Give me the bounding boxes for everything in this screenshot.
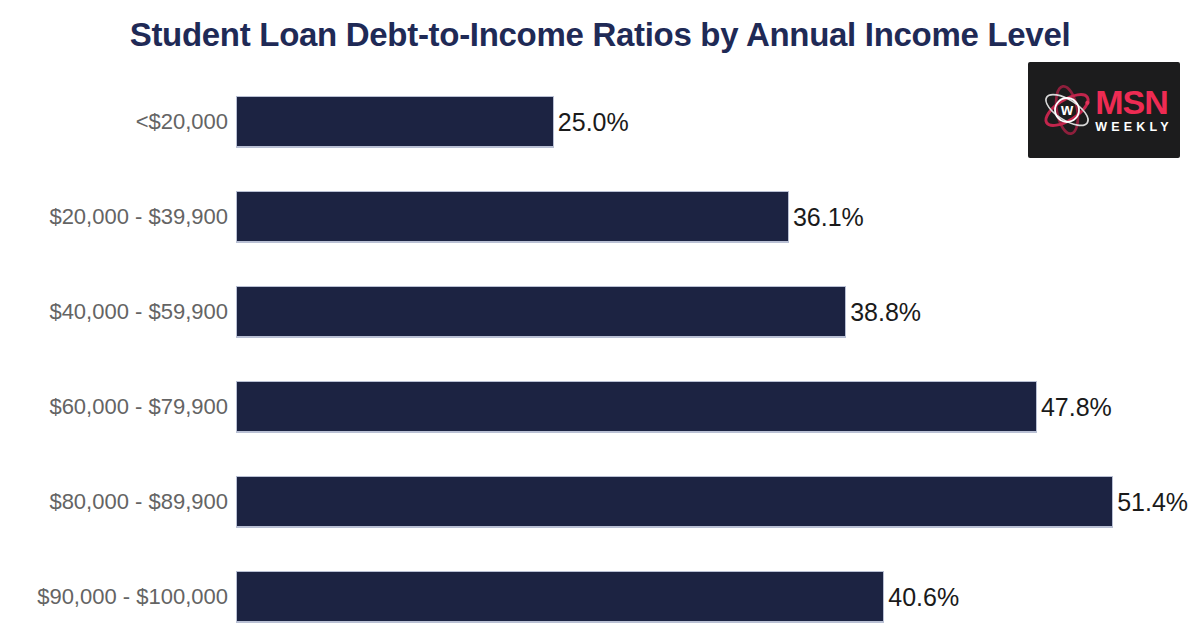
bar-track: 25.0% <box>236 96 1200 148</box>
category-label: $60,000 - $79,900 <box>0 394 228 420</box>
bar-row: $20,000 - $39,900 36.1% <box>0 191 1200 243</box>
bar-row: $40,000 - $59,900 38.8% <box>0 286 1200 338</box>
bar <box>236 96 554 148</box>
chart-card: Student Loan Debt-to-Income Ratios by An… <box>0 0 1200 630</box>
bar-row: $60,000 - $79,900 47.8% <box>0 381 1200 433</box>
bar-chart: <$20,000 25.0% $20,000 - $39,900 36.1% $… <box>0 96 1200 623</box>
bar <box>236 571 884 623</box>
category-label: $40,000 - $59,900 <box>0 299 228 325</box>
category-label: $80,000 - $89,900 <box>0 489 228 515</box>
bar <box>236 191 789 243</box>
bar-track: 38.8% <box>236 286 1200 338</box>
bar <box>236 286 846 338</box>
bar <box>236 381 1037 433</box>
bar <box>236 476 1113 528</box>
bar-track: 36.1% <box>236 191 1200 243</box>
bar-track: 40.6% <box>236 571 1200 623</box>
bar-row: <$20,000 25.0% <box>0 96 1200 148</box>
category-label: $90,000 - $100,000 <box>0 584 228 610</box>
chart-title: Student Loan Debt-to-Income Ratios by An… <box>0 16 1200 54</box>
value-label: 25.0% <box>558 108 629 137</box>
category-label: $20,000 - $39,900 <box>0 204 228 230</box>
value-label: 51.4% <box>1117 488 1188 517</box>
value-label: 40.6% <box>888 583 959 612</box>
value-label: 36.1% <box>793 203 864 232</box>
bar-row: $90,000 - $100,000 40.6% <box>0 571 1200 623</box>
category-label: <$20,000 <box>0 109 228 135</box>
bar-row: $80,000 - $89,900 51.4% <box>0 476 1200 528</box>
value-label: 47.8% <box>1041 393 1112 422</box>
bar-track: 51.4% <box>236 476 1200 528</box>
value-label: 38.8% <box>850 298 921 327</box>
bar-track: 47.8% <box>236 381 1200 433</box>
